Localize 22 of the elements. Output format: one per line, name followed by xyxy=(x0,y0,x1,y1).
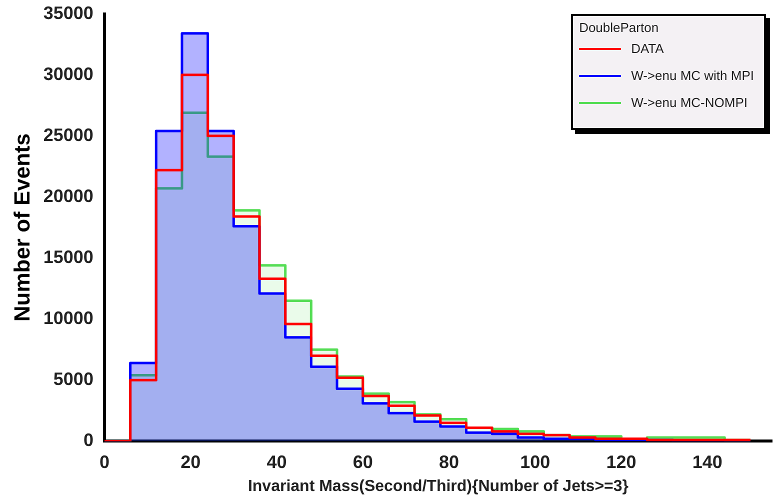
y-tick-label: 5000 xyxy=(53,369,94,390)
x-tick-label: 80 xyxy=(438,452,460,472)
y-axis-title: Number of Events xyxy=(9,133,34,322)
x-tick-label: 140 xyxy=(692,452,722,472)
x-tick-label: 20 xyxy=(180,452,201,472)
y-tick-label: 15000 xyxy=(43,246,94,267)
legend-label: DATA xyxy=(631,41,664,56)
x-tick-label: 0 xyxy=(99,452,110,472)
x-tick-label: 40 xyxy=(266,452,287,472)
y-tick-label: 20000 xyxy=(43,186,94,206)
legend-label: W->enu MC with MPI xyxy=(631,68,754,83)
y-tick-label: 25000 xyxy=(43,124,94,145)
y-tick-label: 35000 xyxy=(43,2,94,23)
x-axis-title: Invariant Mass(Second/Third){Number of Jets>=3} xyxy=(248,478,628,495)
y-tick-label: 0 xyxy=(83,430,94,450)
legend-label: W->enu MC-NOMPI xyxy=(631,95,748,110)
x-tick-label: 100 xyxy=(520,452,550,472)
x-tick-label: 60 xyxy=(352,452,373,472)
y-tick-label: 10000 xyxy=(43,308,94,328)
y-tick-label: 30000 xyxy=(43,64,94,84)
legend-title: DoubleParton xyxy=(579,20,660,35)
x-tick-label: 120 xyxy=(606,452,636,472)
